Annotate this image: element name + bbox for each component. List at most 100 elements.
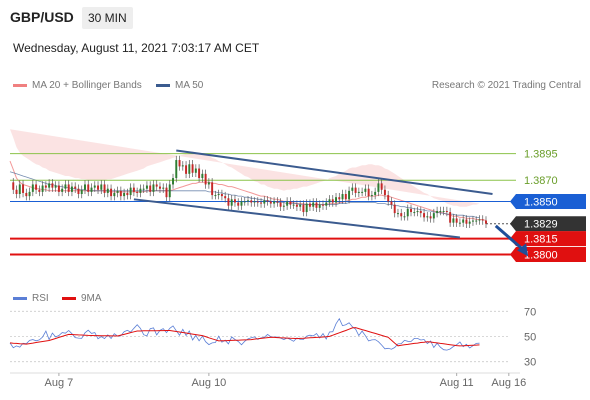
candle-body <box>361 191 364 193</box>
candle-body <box>51 183 54 188</box>
candle-body <box>119 190 122 197</box>
price-level-tag-1.3800[interactable]: 1.3800 <box>510 247 586 263</box>
price-level-tag-1.3895[interactable]: 1.3895 <box>524 149 558 161</box>
legend-item-9ma: 9MA <box>62 293 102 304</box>
rsi-legend: RSI 9MA <box>0 293 300 307</box>
candle-body <box>468 221 471 224</box>
candle-body <box>132 187 135 192</box>
candle-body <box>172 178 174 185</box>
candle-body <box>429 216 432 219</box>
bollinger-swatch <box>13 84 27 87</box>
candle-body <box>35 184 38 190</box>
candle-body <box>240 201 243 206</box>
candle-body <box>452 218 455 223</box>
candle-body <box>87 184 90 192</box>
price-level-tag-1.3829[interactable]: 1.3829 <box>510 216 586 232</box>
candle-body <box>194 168 197 173</box>
candle-body <box>149 185 152 192</box>
candle-body <box>341 194 344 200</box>
legend-label-bollinger: MA 20 + Bollinger Bands <box>32 80 142 91</box>
candle-body <box>84 184 86 190</box>
timeframe-badge[interactable]: 30 MIN <box>82 7 133 29</box>
candle-body <box>247 200 249 202</box>
candle-body <box>449 212 452 223</box>
candle-body <box>100 184 103 190</box>
price-level-tag-1.3870[interactable]: 1.3870 <box>524 175 558 187</box>
candle-body <box>41 185 44 192</box>
candle-body <box>455 218 458 223</box>
candle-body <box>162 187 165 189</box>
symbol-title: GBP/USD <box>10 9 74 25</box>
candle-body <box>217 194 220 196</box>
candle-body <box>318 204 321 208</box>
candle-body <box>312 202 315 207</box>
candle-body <box>145 185 148 189</box>
candle-body <box>116 190 119 193</box>
candle-body <box>191 164 194 173</box>
price-level-tag-1.3850[interactable]: 1.3850 <box>510 193 586 209</box>
x-tick-label: Aug 11 <box>440 377 474 389</box>
price-level-label: 1.3815 <box>524 234 558 246</box>
candle-body <box>74 186 77 189</box>
bollinger-band-fill <box>10 129 480 207</box>
candle-body <box>54 185 57 188</box>
price-level-label: 1.3800 <box>524 250 558 262</box>
rsi-ma-swatch <box>62 297 76 300</box>
candle-body <box>481 219 484 221</box>
candle-body <box>123 192 126 197</box>
candle-body <box>204 173 207 185</box>
legend-label-9ma: 9MA <box>81 293 102 304</box>
candle-body <box>357 191 360 193</box>
candle-body <box>390 201 393 205</box>
candle-body <box>344 194 347 200</box>
candle-body <box>410 208 412 213</box>
candle-body <box>325 202 328 206</box>
candle-body <box>165 187 168 198</box>
forecast-arrow-shaft <box>494 224 527 253</box>
candle-body <box>367 188 370 197</box>
x-tick-label: Aug 10 <box>191 377 226 389</box>
candle-body <box>158 186 161 189</box>
candle-body <box>220 194 223 197</box>
candle-body <box>142 188 145 190</box>
candle-body <box>256 201 259 203</box>
candle-body <box>331 199 334 203</box>
candle-body <box>328 199 331 203</box>
candle-body <box>198 168 201 179</box>
candle-body <box>103 184 106 193</box>
rsi-tick-label: 50 <box>524 332 536 344</box>
candle-body <box>211 182 214 196</box>
price-level-tag-1.3815[interactable]: 1.3815 <box>510 231 586 247</box>
candle-body <box>188 164 191 174</box>
candle-body <box>445 210 448 213</box>
price-level-label: 1.3850 <box>524 196 558 208</box>
candle-body <box>90 187 93 192</box>
candle-body <box>106 188 109 193</box>
candle-body <box>126 192 129 196</box>
candle-body <box>22 184 25 193</box>
candle-body <box>308 203 311 207</box>
rsi-tick-label: 30 <box>524 357 536 369</box>
candle-body <box>129 187 132 196</box>
candle-body <box>478 219 481 221</box>
candle-body <box>70 186 73 192</box>
candle-body <box>374 191 377 196</box>
candle-body <box>201 173 204 179</box>
candle-body <box>370 195 373 197</box>
candle-body <box>432 213 435 219</box>
ma50-swatch <box>156 84 170 87</box>
candle-body <box>351 187 354 191</box>
candle-body <box>292 204 295 206</box>
rsi-line <box>9 317 480 351</box>
legend-item-rsi: RSI <box>13 293 49 304</box>
candle-body <box>423 213 426 218</box>
rsi-swatch <box>13 297 27 300</box>
candle-body <box>315 202 318 208</box>
candle-body <box>93 185 96 188</box>
candle-body <box>276 201 279 203</box>
copyright-text: Research © 2021 Trading Central <box>431 80 581 91</box>
candle-body <box>266 200 269 202</box>
candle-body <box>67 184 70 192</box>
price-tag-box <box>510 231 586 247</box>
